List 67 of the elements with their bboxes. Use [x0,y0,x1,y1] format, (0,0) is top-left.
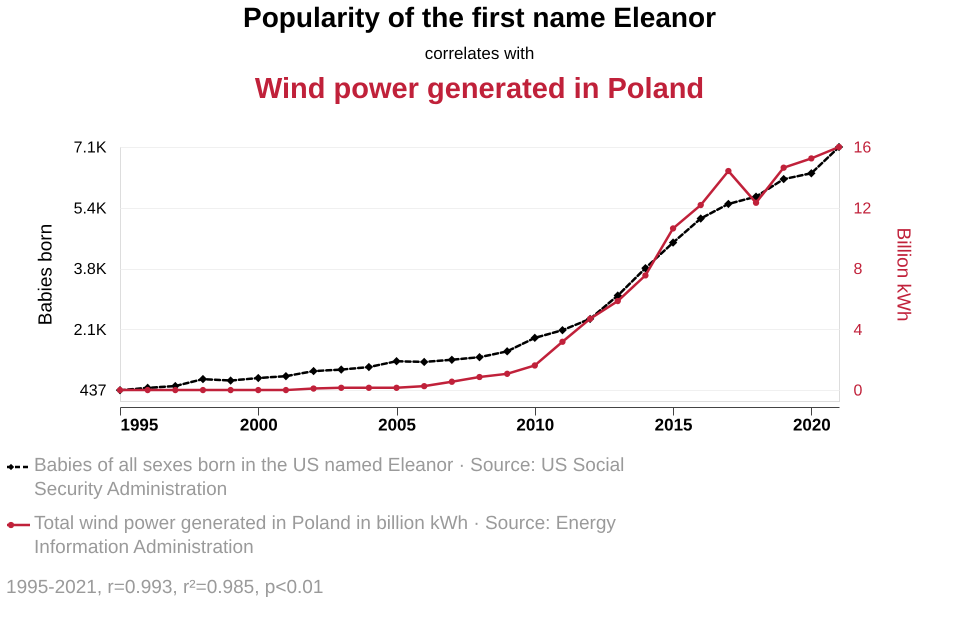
chart-subtitle: correlates with [424,44,534,63]
y-tick-label: 437 [80,382,107,400]
point [393,384,400,391]
point [698,202,704,208]
point [392,357,401,366]
point [807,169,816,178]
legend-label: Babies of all sexes born in the US named Eleanor · Source: US Social Security Administration [34,455,624,500]
y-tick-label: 2.1K [74,322,107,339]
point [448,356,456,364]
y2-tick-label: 4 [854,322,862,339]
y-tick-label: 7.1K [74,140,107,156]
point [254,374,262,382]
point [504,370,510,377]
point [364,362,374,372]
point [282,372,290,380]
point [255,386,262,394]
point [309,366,318,376]
point [448,378,456,385]
point [310,385,317,392]
point [226,376,235,385]
point [338,384,344,391]
point [200,386,206,394]
x-tick-label: 2015 [654,416,692,434]
point [476,374,483,380]
point [780,164,787,171]
point [420,358,428,366]
y-tick-label: 5.4K [74,200,107,218]
y-axis-title: Babies born [36,224,57,326]
y2-tick-label: 0 [854,382,862,400]
point [282,386,290,394]
point [198,374,208,384]
point [337,365,346,374]
point [532,362,538,369]
point [502,347,512,356]
point [558,326,567,334]
x-tick-label: 2010 [516,416,554,434]
point [724,200,733,208]
y-tick-label: 3.8K [74,261,107,278]
point [668,238,678,247]
legend-label: Total wind power generated in Poland in billion kWh · Source: Energy Information Administration [34,513,616,558]
x-tick-label: 2020 [792,416,831,434]
x-tick-label: 1995 [120,416,158,434]
point [614,298,621,304]
point [366,384,372,391]
point [642,272,649,279]
point [421,382,428,390]
text: 1995-2021, r=0.993, r²=0.985, p<0.01 [6,577,324,598]
point [752,200,760,206]
point [144,386,151,394]
point [172,386,178,394]
point [475,353,484,362]
point [530,334,539,342]
chart-title: Popularity of the first name Eleanor [243,2,716,33]
y2-tick-label: 16 [854,140,872,156]
point [808,155,815,162]
point [559,338,566,345]
point [780,174,788,184]
text: Wind power generated in Poland [254,73,704,105]
x-tick-label: 2000 [240,416,278,434]
point [696,214,705,223]
point [227,386,234,394]
point [725,168,732,174]
y2-tick-label: 12 [854,200,872,218]
point [670,225,676,232]
x-tick-label: 2005 [378,416,416,434]
y2-tick-label: 8 [854,261,862,278]
y2-axis-title: Billion kWh [892,228,914,322]
